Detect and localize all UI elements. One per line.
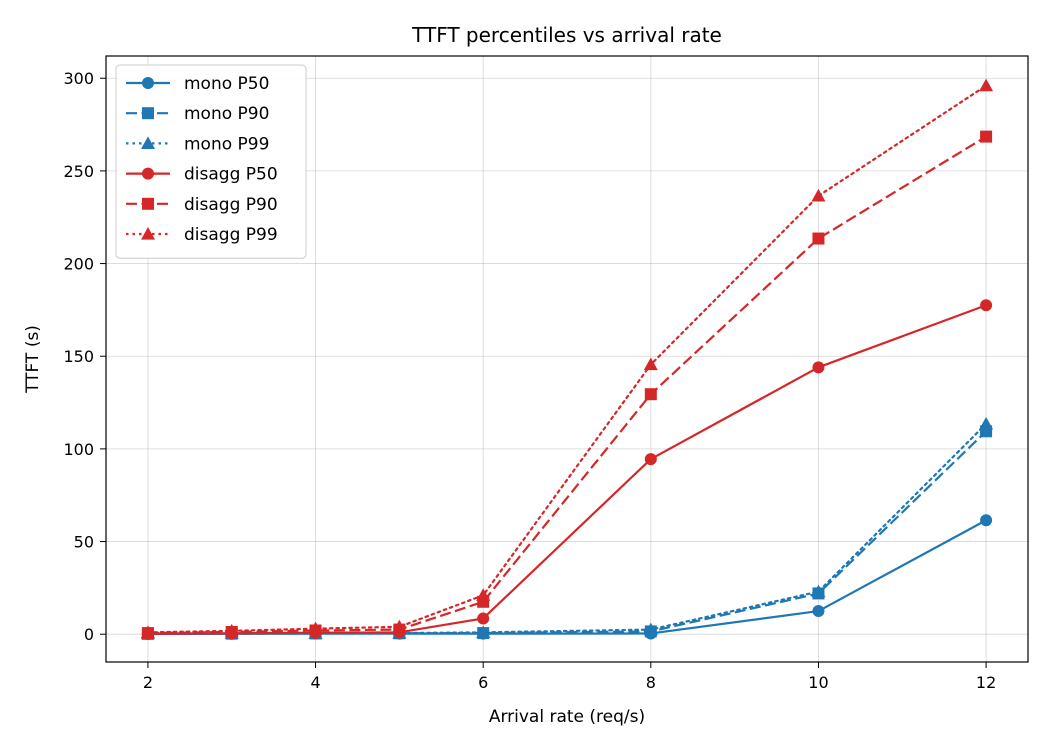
y-tick-label: 100 bbox=[63, 440, 94, 459]
series-disagg-p99 bbox=[140, 78, 994, 638]
data-point bbox=[392, 619, 407, 633]
legend-label: mono P50 bbox=[184, 74, 269, 94]
series-line bbox=[147, 430, 987, 635]
data-point bbox=[643, 357, 658, 371]
x-tick-label: 10 bbox=[808, 673, 828, 692]
data-point bbox=[979, 78, 994, 92]
data-point bbox=[812, 361, 825, 374]
axis-ticks: 2 4 6 8 10 12 0 50 100 150 200 250 300 bbox=[63, 69, 996, 692]
legend-item: disagg P99 bbox=[126, 225, 278, 245]
legend: mono P50 mono P90 mono P99 disagg P50 disagg… bbox=[115, 64, 307, 259]
y-tick-label: 150 bbox=[63, 347, 94, 366]
legend-label: mono P99 bbox=[184, 134, 269, 154]
legend-marker bbox=[142, 77, 154, 89]
y-tick-label: 200 bbox=[63, 255, 94, 274]
series-line bbox=[147, 304, 987, 635]
x-tick-label: 8 bbox=[646, 673, 656, 692]
data-point bbox=[308, 621, 323, 635]
legend-marker bbox=[142, 167, 154, 180]
series-line bbox=[147, 135, 987, 635]
data-point bbox=[643, 622, 658, 636]
data-point bbox=[980, 130, 993, 143]
series-line bbox=[146, 84, 988, 634]
series-mono-p50 bbox=[141, 514, 993, 641]
x-tick-label: 6 bbox=[478, 673, 488, 692]
data-point bbox=[980, 514, 993, 527]
legend-marker bbox=[141, 136, 155, 149]
legend-item: disagg P90 bbox=[126, 195, 278, 215]
series-disagg-p50 bbox=[141, 299, 993, 640]
y-tick-label: 50 bbox=[74, 533, 94, 552]
legend-label: disagg P90 bbox=[184, 195, 278, 215]
series-mono-p99 bbox=[140, 416, 994, 640]
legend-item: mono P90 bbox=[126, 104, 269, 124]
data-point bbox=[812, 605, 825, 618]
legend-item: disagg P50 bbox=[126, 165, 278, 185]
x-tick-label: 2 bbox=[143, 673, 153, 692]
legend-marker bbox=[142, 197, 154, 210]
legend-item: mono P99 bbox=[126, 134, 269, 154]
data-point bbox=[811, 188, 826, 202]
legend-label: disagg P99 bbox=[184, 225, 278, 245]
series-line bbox=[146, 422, 988, 635]
data-point bbox=[140, 625, 155, 638]
legend-marker bbox=[141, 227, 155, 240]
data-point bbox=[476, 625, 491, 638]
x-axis-label: Arrival rate (req/s) bbox=[489, 707, 645, 727]
chart-title: TTFT percentiles vs arrival rate bbox=[411, 23, 722, 47]
y-tick-label: 250 bbox=[63, 162, 94, 181]
data-point bbox=[224, 623, 239, 637]
series-layer bbox=[140, 78, 994, 641]
x-tick-label: 12 bbox=[976, 673, 996, 692]
y-tick-label: 0 bbox=[84, 625, 94, 644]
x-tick-label: 4 bbox=[310, 673, 320, 692]
series-mono-p90 bbox=[141, 425, 993, 640]
y-tick-label: 300 bbox=[63, 69, 94, 88]
data-point bbox=[980, 299, 993, 312]
data-point bbox=[644, 388, 657, 401]
legend-label: disagg P50 bbox=[184, 165, 278, 185]
data-point bbox=[644, 453, 657, 466]
legend-marker bbox=[142, 107, 154, 120]
data-point bbox=[476, 588, 491, 601]
y-axis-label: TTFT (s) bbox=[23, 325, 43, 394]
legend-item: mono P50 bbox=[126, 74, 269, 94]
data-point bbox=[979, 416, 994, 430]
plot-frame bbox=[105, 55, 1029, 663]
data-point bbox=[812, 232, 825, 245]
data-point bbox=[477, 612, 490, 625]
data-point bbox=[811, 584, 826, 598]
legend-label: mono P90 bbox=[184, 104, 269, 124]
